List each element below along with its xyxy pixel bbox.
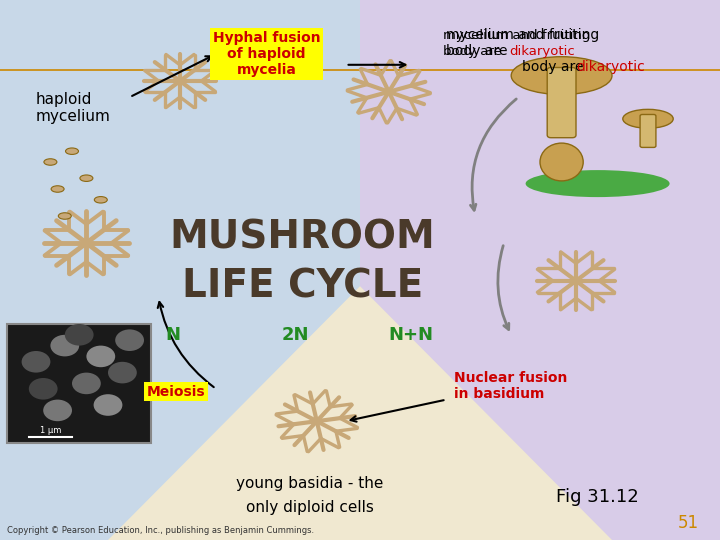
Text: dikaryotic: dikaryotic [576,60,644,75]
Polygon shape [108,286,612,540]
Text: body are: body are [522,60,588,75]
FancyBboxPatch shape [7,324,151,443]
FancyBboxPatch shape [547,68,576,138]
Ellipse shape [65,324,94,346]
Text: Nuclear fusion
in basidium: Nuclear fusion in basidium [454,371,567,401]
Ellipse shape [80,175,93,181]
FancyBboxPatch shape [640,114,656,147]
Ellipse shape [540,143,583,181]
Ellipse shape [86,346,115,367]
Ellipse shape [44,159,57,165]
Ellipse shape [43,400,72,421]
Ellipse shape [58,213,71,219]
Ellipse shape [72,373,101,394]
Text: body are: body are [443,45,506,58]
Text: only diploid cells: only diploid cells [246,500,374,515]
Ellipse shape [511,57,612,94]
Text: LIFE CYCLE: LIFE CYCLE [181,267,423,305]
Text: MUSHROOM: MUSHROOM [169,219,436,256]
Text: Copyright © Pearson Education, Inc., publishing as Benjamin Cummings.: Copyright © Pearson Education, Inc., pub… [7,525,315,535]
Text: Meiosis: Meiosis [147,384,206,399]
Ellipse shape [115,329,144,351]
Ellipse shape [50,335,79,356]
Text: 51: 51 [678,514,698,532]
Text: N: N [166,326,180,344]
FancyBboxPatch shape [360,0,720,540]
Ellipse shape [66,148,78,154]
Text: dikaryotic: dikaryotic [509,45,575,58]
Ellipse shape [22,351,50,373]
Ellipse shape [623,109,673,128]
Ellipse shape [526,170,670,197]
Text: 2N: 2N [282,326,309,344]
Text: haploid
mycelium: haploid mycelium [36,92,111,124]
Text: 1 µm: 1 µm [40,426,61,435]
Text: mycelium and fruiting
body are: mycelium and fruiting body are [446,28,600,58]
Text: young basidia - the: young basidia - the [236,476,383,491]
Text: mycelium and fruiting: mycelium and fruiting [443,29,590,42]
Text: Hyphal fusion
of haploid
mycelia: Hyphal fusion of haploid mycelia [212,31,320,77]
Ellipse shape [51,186,64,192]
Text: Fig 31.12: Fig 31.12 [557,488,639,506]
Text: N+N: N+N [388,326,433,344]
Ellipse shape [94,197,107,203]
Ellipse shape [108,362,137,383]
Ellipse shape [29,378,58,400]
Ellipse shape [94,394,122,416]
FancyBboxPatch shape [0,0,360,540]
